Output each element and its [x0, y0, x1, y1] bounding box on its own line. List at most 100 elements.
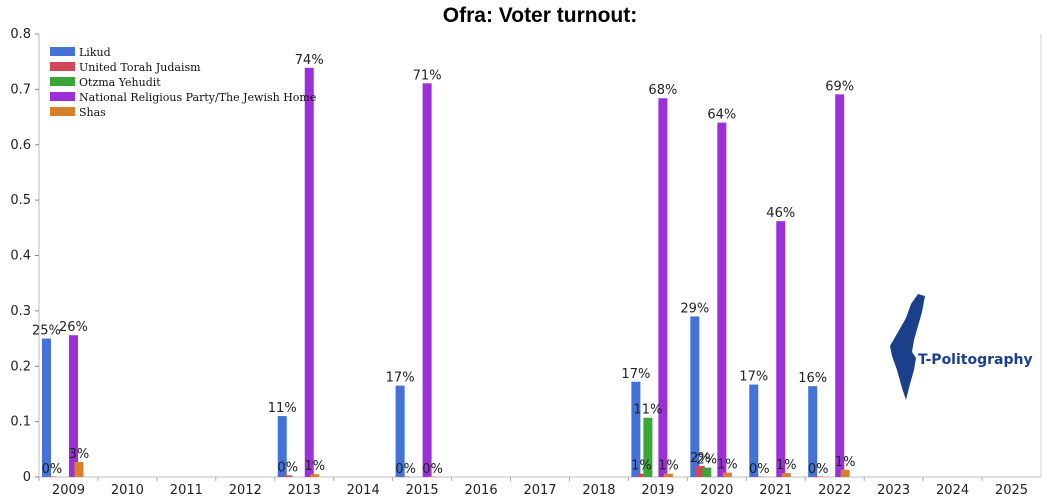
chart-title: Ofra: Voter turnout:: [442, 4, 638, 27]
legend-label: Otzma Yehudit: [79, 76, 161, 89]
legend-label: Shas: [79, 106, 106, 119]
data-label: 71%: [413, 68, 442, 83]
bar[interactable]: [717, 122, 727, 477]
data-label: 29%: [680, 301, 709, 316]
data-label: 0%: [277, 460, 298, 475]
legend-label: Likud: [79, 46, 111, 59]
data-label: 17%: [739, 370, 768, 385]
bar[interactable]: [754, 476, 764, 478]
bar[interactable]: [47, 476, 57, 478]
data-label: 68%: [648, 83, 677, 98]
x-axis: 2009 2010 2011 2012 2013 2014 2015 2016 2017 2018…: [38, 477, 1028, 498]
data-label: 0%: [749, 462, 770, 477]
bar[interactable]: [631, 381, 641, 477]
bar[interactable]: [813, 476, 823, 478]
legend-swatch: [50, 77, 75, 86]
x-tick-label: 2012: [229, 483, 262, 498]
x-tick-label: 2014: [347, 483, 380, 498]
legend-swatch: [50, 107, 75, 116]
data-label: 17%: [386, 371, 415, 386]
bar[interactable]: [835, 94, 845, 477]
x-tick-label: 2019: [641, 483, 674, 498]
bar[interactable]: [277, 416, 287, 477]
data-label: 1%: [835, 455, 856, 470]
legend-swatch: [50, 62, 75, 71]
y-tick-label: 0.4: [10, 249, 31, 264]
x-tick-label: 2020: [700, 483, 733, 498]
bar[interactable]: [840, 469, 850, 477]
data-label: 46%: [766, 206, 795, 221]
data-label: 1%: [717, 458, 738, 473]
bar[interactable]: [401, 476, 411, 478]
bar[interactable]: [749, 384, 759, 477]
bar[interactable]: [722, 472, 732, 477]
bar[interactable]: [395, 385, 405, 477]
y-tick-label: 0.5: [10, 193, 31, 208]
legend-label: National Religious Party/The Jewish Home: [79, 91, 316, 104]
data-label: 11%: [633, 403, 662, 418]
bar[interactable]: [422, 83, 432, 477]
bar[interactable]: [74, 462, 84, 477]
x-tick-label: 2022: [818, 483, 851, 498]
y-tick-label: 0.7: [10, 82, 31, 97]
legend-swatch: [50, 47, 75, 56]
x-tick-label: 2025: [995, 483, 1028, 498]
bar[interactable]: [702, 467, 712, 477]
x-tick-label: 2021: [759, 483, 792, 498]
x-tick-label: 2018: [582, 483, 615, 498]
y-tick-label: 0.1: [10, 415, 31, 430]
x-tick-label: 2023: [877, 483, 910, 498]
y-tick-label: 0.8: [10, 27, 31, 42]
data-label: 16%: [798, 371, 827, 386]
bars: [41, 67, 850, 478]
bar[interactable]: [310, 474, 320, 477]
data-label: 1%: [776, 458, 797, 473]
data-label: 26%: [59, 320, 88, 335]
y-tick-label: 0.3: [10, 304, 31, 319]
bar[interactable]: [41, 338, 51, 477]
x-tick-label: 2024: [936, 483, 969, 498]
data-label: 2%: [697, 453, 718, 468]
bar[interactable]: [695, 465, 705, 477]
logo-text: T-Politography: [918, 352, 1033, 368]
x-tick-label: 2010: [111, 483, 144, 498]
bar[interactable]: [808, 386, 818, 477]
legend-swatch: [50, 92, 75, 101]
data-label: 3%: [69, 447, 90, 462]
x-tick-label: 2009: [52, 483, 85, 498]
data-label: 64%: [707, 108, 736, 123]
bar[interactable]: [283, 475, 293, 477]
data-labels: 25%11%17% 17%29%17% 16%0% 0% 0% 1%2%0% 0%11%2%…: [32, 53, 856, 477]
data-label: 2%: [690, 451, 711, 466]
data-label: 0%: [808, 462, 829, 477]
bar[interactable]: [304, 67, 314, 477]
bar[interactable]: [690, 316, 700, 477]
legend[interactable]: Likud United Torah Judaism Otzma Yehudit Na…: [50, 46, 316, 119]
bar[interactable]: [663, 473, 673, 477]
data-label: 1%: [658, 459, 679, 474]
data-label: 1%: [304, 459, 325, 474]
data-label: 0%: [422, 462, 443, 477]
bar[interactable]: [636, 473, 646, 477]
x-tick-label: 2015: [406, 483, 439, 498]
bar[interactable]: [68, 335, 78, 477]
bar[interactable]: [643, 417, 653, 477]
bar[interactable]: [776, 221, 786, 477]
bar[interactable]: [658, 98, 668, 478]
x-tick-label: 2011: [170, 483, 203, 498]
bar[interactable]: [781, 473, 791, 477]
bar[interactable]: [428, 476, 438, 478]
y-tick-label: 0.6: [10, 138, 31, 153]
y-tick-label: 0: [23, 470, 31, 485]
data-label: 74%: [295, 53, 324, 68]
x-tick-label: 2016: [465, 483, 498, 498]
data-label: 11%: [268, 401, 297, 416]
data-label: 0%: [395, 462, 416, 477]
t-politography-logo: T-Politography: [890, 294, 1033, 400]
x-tick-label: 2017: [523, 483, 556, 498]
y-axis: 0 0.1 0.2 0.3 0.4 0.5 0.6 0.7 0.8: [10, 27, 39, 485]
data-label: 0%: [42, 462, 63, 477]
data-label: 1%: [631, 459, 652, 474]
data-label: 69%: [825, 79, 854, 94]
x-tick-label: 2013: [288, 483, 321, 498]
